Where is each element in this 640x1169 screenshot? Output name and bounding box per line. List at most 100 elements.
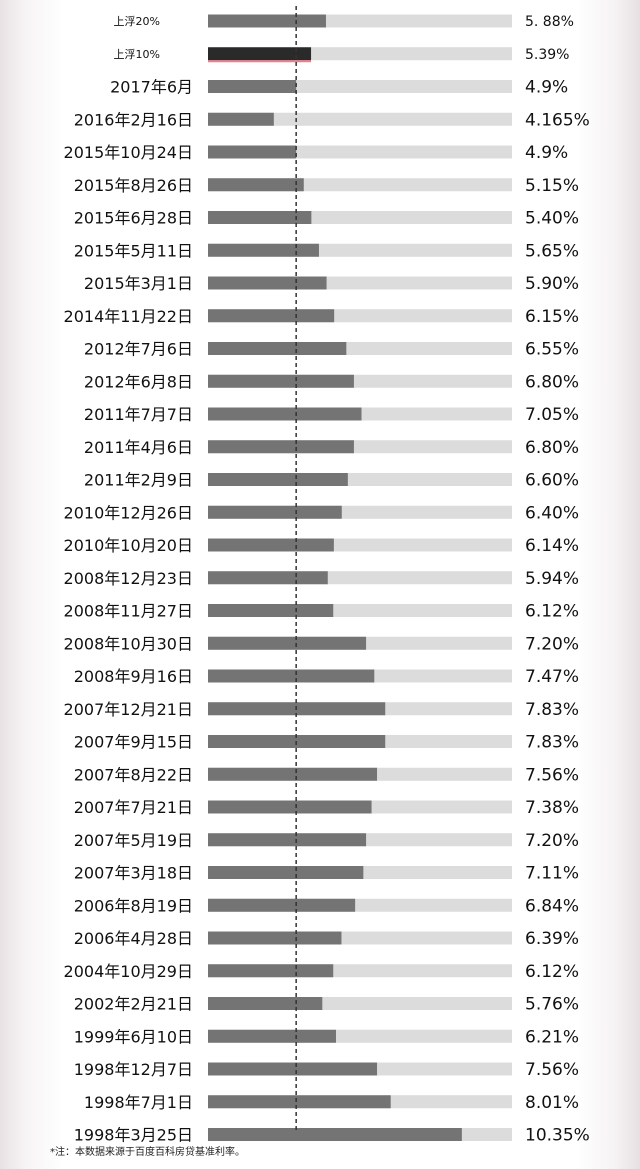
category-label: 2008年11月27日: [64, 602, 193, 621]
category-label: 2007年9月15日: [74, 733, 193, 752]
bar: [208, 374, 354, 388]
category-label: 2015年3月1日: [84, 274, 193, 293]
bar: [208, 276, 327, 290]
category-label: 2007年3月18日: [74, 864, 193, 883]
category-label: 上浮20%: [114, 15, 160, 28]
bar: [208, 178, 304, 192]
value-label: 5.76%: [525, 995, 579, 1015]
value-label: 4.9%: [525, 143, 568, 163]
bar: [208, 407, 362, 421]
category-label: 2006年8月19日: [74, 896, 193, 915]
value-label: 7.83%: [525, 700, 579, 720]
bar: [208, 342, 347, 355]
bar-highlight-accent: [208, 60, 312, 63]
value-label: 7.20%: [525, 634, 579, 654]
value-label: 6.55%: [525, 340, 579, 360]
category-label: 2010年12月26日: [64, 503, 193, 522]
bar: [208, 1128, 462, 1141]
bar: [208, 964, 334, 978]
value-label: 6.40%: [525, 503, 579, 523]
value-label: 6.60%: [525, 471, 579, 491]
category-label: 2007年8月22日: [74, 765, 193, 784]
value-label: 7.56%: [525, 765, 579, 785]
category-label: 1998年3月25日: [74, 1126, 193, 1145]
source-footnote: *注：本数据来源于百度百科房贷基准利率。: [50, 1147, 245, 1158]
category-label: 2015年5月11日: [74, 241, 193, 260]
category-labels: 上浮20% 上浮10% 2017年6月 2016年2月16日 2015年10月24日 20…: [64, 15, 193, 1145]
bar: [208, 866, 364, 879]
value-label: 6.80%: [525, 372, 579, 392]
value-label: 7.05%: [525, 405, 579, 425]
category-label: 1998年7月1日: [84, 1093, 193, 1112]
bar: [208, 571, 328, 585]
bars: [208, 14, 462, 1141]
bar: [208, 1095, 391, 1109]
value-label: 5.90%: [525, 274, 579, 294]
bar: [208, 440, 354, 454]
value-label: 6.12%: [525, 962, 579, 982]
value-label: 6.84%: [525, 896, 579, 916]
bar: [208, 505, 342, 519]
bar: [208, 767, 378, 781]
category-label: 2014年11月22日: [64, 307, 193, 326]
value-label: 5.65%: [525, 241, 579, 261]
value-label: 5.94%: [525, 569, 579, 589]
value-labels: 5. 88% 5.39% 4.9% 4.165% 4.9% 5.15% 5.40% 5.65%…: [525, 14, 590, 1146]
category-label: 2004年10月29日: [64, 962, 193, 981]
value-label: 5. 88%: [525, 14, 574, 30]
value-label: 10.35%: [525, 1126, 590, 1146]
bar: [208, 473, 348, 486]
bar: [208, 145, 297, 159]
category-label: 2007年7月21日: [74, 798, 193, 817]
bar: [208, 309, 335, 323]
bar: [208, 669, 375, 683]
value-label: 7.20%: [525, 831, 579, 851]
category-label: 2012年6月8日: [84, 372, 193, 391]
bar: [208, 604, 334, 617]
category-label: 2007年5月19日: [74, 831, 193, 850]
category-label: 2015年8月26日: [74, 176, 193, 195]
category-label: 2016年2月16日: [74, 110, 193, 129]
category-label: 2011年2月9日: [84, 471, 193, 490]
category-label: 2008年9月16日: [74, 667, 193, 686]
category-label: 1999年6月10日: [74, 1027, 193, 1046]
value-label: 8.01%: [525, 1093, 579, 1113]
bar: [208, 997, 323, 1010]
bar: [208, 833, 367, 847]
bar: [208, 931, 342, 945]
value-label: 6.12%: [525, 602, 579, 622]
value-label: 7.38%: [525, 798, 579, 818]
bar: [208, 211, 312, 224]
value-label: 6.21%: [525, 1027, 579, 1047]
value-label: 5.39%: [525, 47, 569, 63]
bar: [208, 14, 326, 28]
category-label: 2017年6月: [110, 78, 193, 97]
bar: [208, 112, 274, 126]
value-label: 4.9%: [525, 78, 568, 98]
category-label: 2010年10月20日: [64, 536, 193, 555]
category-label: 2015年10月24日: [64, 143, 193, 162]
value-label: 6.39%: [525, 929, 579, 949]
category-label: 1998年12月7日: [74, 1060, 193, 1079]
bar: [208, 243, 319, 257]
value-label: 7.47%: [525, 667, 579, 687]
bar: [208, 1029, 336, 1043]
value-label: 4.165%: [525, 110, 590, 130]
value-label: 6.15%: [525, 307, 579, 327]
bar: [208, 636, 367, 650]
category-label: 2007年12月21日: [64, 700, 193, 719]
category-label: 2008年10月30日: [64, 634, 193, 653]
category-label: 2015年6月28日: [74, 209, 193, 228]
category-label: 2008年12月23日: [64, 569, 193, 588]
category-label: 2002年2月21日: [74, 995, 193, 1014]
category-label: 2011年4月6日: [84, 438, 193, 457]
category-label: 2011年7月7日: [84, 405, 193, 424]
bar: [208, 47, 312, 61]
value-label: 6.14%: [525, 536, 579, 556]
bar: [208, 898, 356, 912]
value-label: 5.40%: [525, 209, 579, 229]
value-label: 7.56%: [525, 1060, 579, 1080]
bar: [208, 80, 297, 93]
bar: [208, 538, 334, 552]
